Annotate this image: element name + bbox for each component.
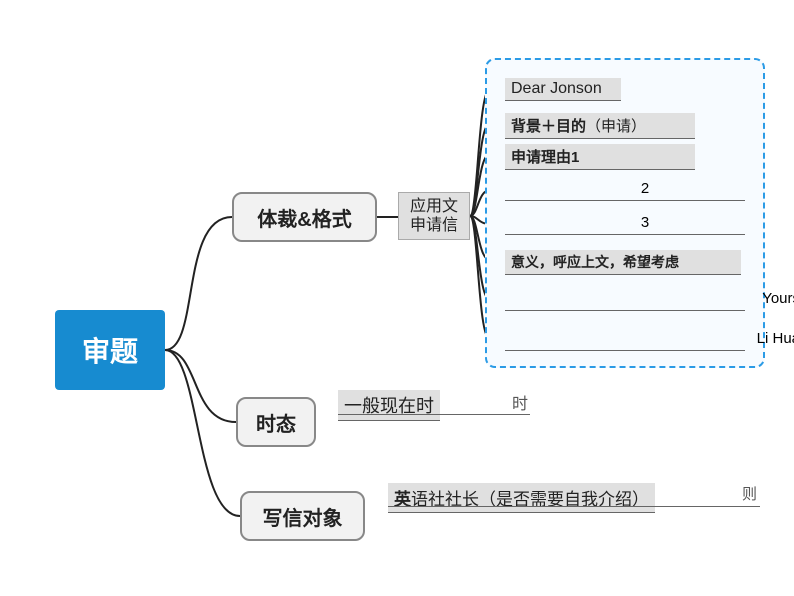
leaf-trailing-1: 则 (742, 483, 757, 504)
detail-item-1: 背景＋目的（申请） (505, 113, 695, 139)
branch-b3: 写信对象 (240, 491, 365, 541)
detail-item-5: 意义，呼应上文，希望考虑 (505, 250, 741, 275)
detail-underline-6 (505, 310, 745, 311)
detail-bold: 背景＋目的 (511, 118, 586, 135)
root-label: 审题 (82, 330, 138, 370)
leaf-1: 英语社社长（是否需要自我介绍） (388, 483, 655, 513)
detail-bold: 意义，呼应上文，希望考虑 (511, 254, 679, 270)
root-node: 审题 (55, 310, 165, 390)
detail-item-0: Dear Jonson (505, 78, 621, 101)
detail-underline-3 (505, 200, 745, 201)
sub-node-line1: 应用文 (410, 197, 458, 216)
leaf-underline-1 (388, 506, 760, 507)
branch-b2: 时态 (236, 397, 316, 447)
leaf-underline-0 (338, 414, 530, 415)
leaf-0: 一般现在时 (338, 390, 440, 421)
detail-underline-4 (505, 234, 745, 235)
sub-node-s1: 应用文申请信 (398, 192, 470, 240)
leaf-trailing-0: 时 (512, 390, 528, 414)
branch-b1: 体裁&格式 (232, 192, 377, 242)
detail-item-6: Yours (680, 290, 794, 307)
branch-label: 时态 (256, 408, 296, 437)
detail-item-7: Li Hua (680, 330, 794, 347)
detail-underline-7 (505, 350, 745, 351)
detail-item-4: 3 (585, 214, 705, 231)
detail-dashed-box (485, 58, 765, 368)
branch-label: 写信对象 (263, 502, 343, 531)
sub-node-line2: 申请信 (410, 216, 458, 235)
detail-suffix: （申请） (586, 118, 646, 135)
detail-item-2: 申请理由1 (505, 144, 695, 170)
detail-item-3: 2 (585, 180, 705, 197)
branch-label: 体裁&格式 (257, 203, 351, 232)
detail-bold: 申请理由1 (511, 149, 579, 166)
